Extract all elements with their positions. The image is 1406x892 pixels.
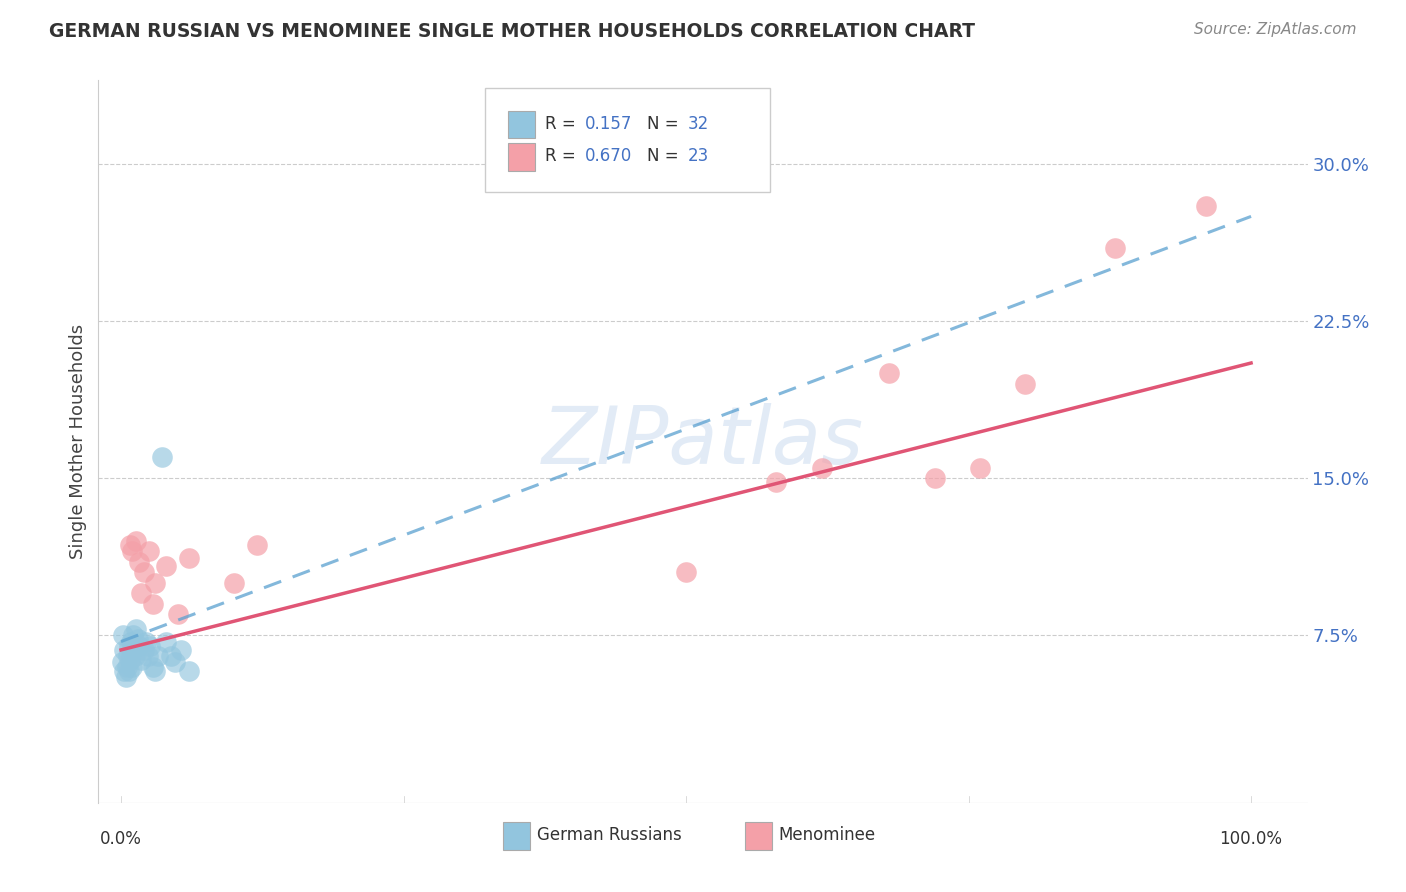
Text: 0.670: 0.670 (585, 147, 631, 165)
Point (166, 607, 188, 622)
Text: R =: R = (544, 115, 581, 133)
Point (170, 643, 193, 657)
Point (675, 566, 697, 580)
Point (143, 575, 166, 590)
Point (128, 555, 150, 569)
Point (135, 634, 157, 648)
Text: 0.157: 0.157 (585, 115, 631, 133)
Point (924, 471, 946, 485)
Point (121, 643, 143, 657)
Point (118, 664, 141, 678)
Text: 0.0%: 0.0% (100, 830, 142, 848)
Point (177, 664, 200, 678)
Point (765, 475, 787, 490)
Point (121, 544, 143, 558)
Point (1014, 376, 1036, 391)
Point (136, 649, 159, 664)
Point (148, 649, 170, 664)
Point (159, 649, 181, 664)
Point (1195, 199, 1218, 213)
Text: German Russians: German Russians (537, 826, 682, 845)
Point (879, 367, 901, 381)
Point (155, 559, 177, 574)
FancyBboxPatch shape (503, 822, 530, 850)
Y-axis label: Single Mother Households: Single Mother Households (69, 324, 87, 559)
Point (125, 534, 148, 549)
Point (177, 550, 200, 565)
Text: 32: 32 (688, 115, 709, 133)
Point (120, 653, 142, 667)
Point (120, 634, 142, 648)
Point (132, 566, 155, 580)
Text: Menominee: Menominee (778, 826, 875, 845)
Text: Source: ZipAtlas.com: Source: ZipAtlas.com (1194, 22, 1357, 37)
Point (165, 656, 187, 670)
Point (127, 632, 149, 647)
Point (122, 628, 145, 642)
Point (124, 649, 146, 664)
Point (142, 659, 165, 673)
Point (246, 538, 269, 552)
FancyBboxPatch shape (509, 143, 534, 170)
Point (112, 643, 135, 657)
Point (143, 664, 166, 678)
Point (155, 634, 177, 648)
Point (131, 586, 153, 600)
Text: ZIPatlas: ZIPatlas (541, 402, 865, 481)
Point (131, 653, 153, 667)
Point (150, 450, 173, 465)
Point (118, 639, 141, 653)
Point (121, 659, 143, 673)
Text: R =: R = (544, 147, 581, 165)
Point (222, 575, 245, 590)
Point (117, 649, 139, 664)
Point (125, 622, 148, 636)
Text: 23: 23 (688, 147, 709, 165)
Point (132, 643, 155, 657)
Point (142, 597, 165, 611)
Text: GERMAN RUSSIAN VS MENOMINEE SINGLE MOTHER HOUSEHOLDS CORRELATION CHART: GERMAN RUSSIAN VS MENOMINEE SINGLE MOTHE… (49, 22, 976, 41)
Point (111, 656, 134, 670)
Point (969, 460, 991, 475)
Point (112, 628, 135, 642)
Point (128, 639, 150, 653)
Text: N =: N = (647, 115, 685, 133)
Text: 100.0%: 100.0% (1219, 830, 1282, 848)
Point (810, 460, 832, 475)
Point (138, 544, 160, 558)
FancyBboxPatch shape (745, 822, 772, 850)
Point (115, 659, 138, 673)
FancyBboxPatch shape (509, 111, 534, 138)
Point (112, 664, 135, 678)
Point (1104, 241, 1126, 255)
FancyBboxPatch shape (485, 87, 769, 193)
Point (120, 538, 142, 552)
Text: N =: N = (647, 147, 685, 165)
Point (139, 639, 162, 653)
Point (114, 670, 136, 684)
